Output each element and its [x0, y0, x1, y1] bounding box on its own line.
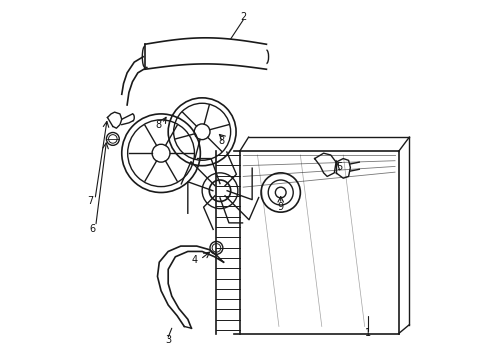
Text: 2: 2	[240, 13, 246, 22]
Text: 8: 8	[219, 136, 225, 146]
Text: 3: 3	[165, 335, 172, 345]
Text: 8: 8	[155, 120, 162, 130]
Text: 4: 4	[192, 255, 198, 265]
Text: 9: 9	[278, 202, 284, 212]
Text: 6: 6	[89, 224, 95, 234]
Text: 7: 7	[88, 197, 94, 206]
Text: 5: 5	[337, 162, 343, 172]
Text: 1: 1	[365, 328, 371, 338]
